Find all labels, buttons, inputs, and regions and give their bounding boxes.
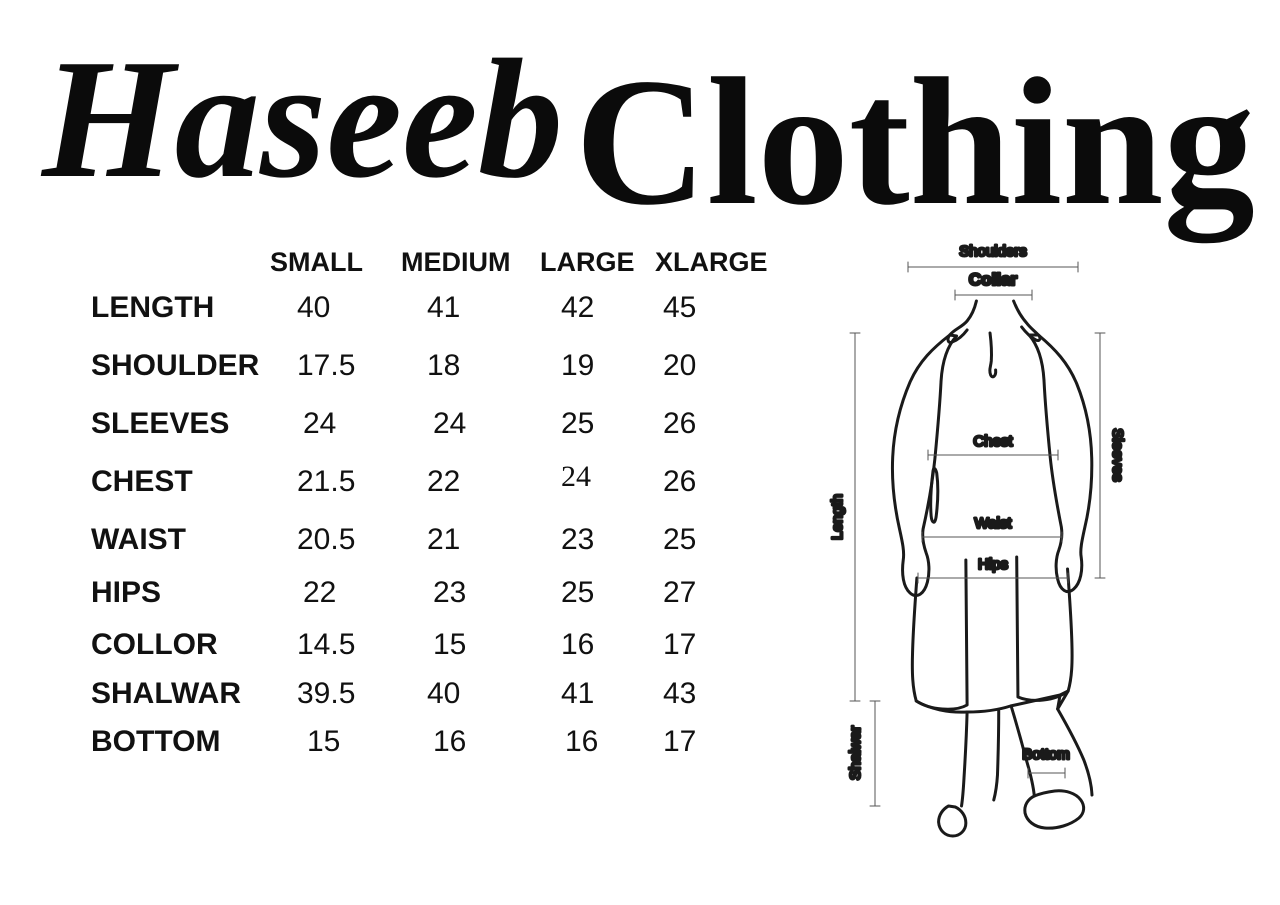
svg-text:Waist: Waist [975, 515, 1013, 532]
svg-text:Sleeves: Sleeves [1109, 428, 1126, 481]
svg-text:Chest: Chest [973, 433, 1013, 450]
svg-text:Shalwar: Shalwar [847, 726, 864, 780]
svg-text:Length: Length [829, 494, 846, 540]
svg-text:Shoulders: Shoulders [959, 243, 1027, 260]
svg-text:Collar: Collar [969, 270, 1018, 289]
svg-text:Hips: Hips [978, 556, 1008, 573]
svg-text:Bottom: Bottom [1022, 746, 1070, 763]
